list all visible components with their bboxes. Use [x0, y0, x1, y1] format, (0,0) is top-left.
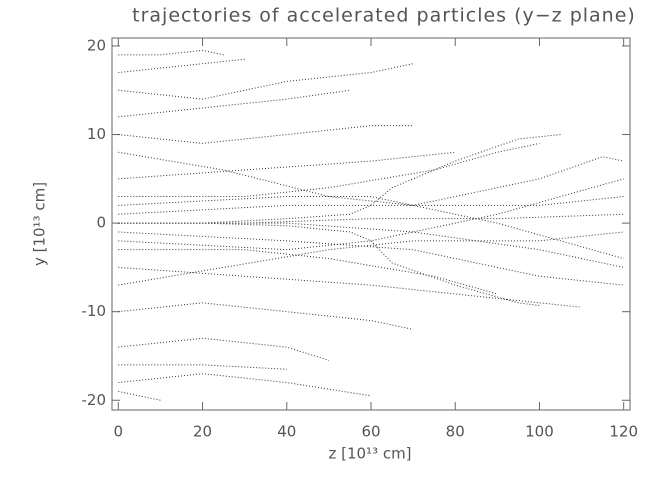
trajectory: [118, 337, 330, 361]
x-tick-label: 120: [609, 423, 638, 441]
trajectory: [118, 49, 224, 56]
trajectory: [118, 134, 561, 224]
trajectory: [118, 302, 414, 330]
trajectory: [118, 364, 287, 370]
trajectory: [118, 196, 624, 260]
x-tick-label: 20: [193, 423, 212, 441]
x-tick-label: 0: [114, 423, 124, 441]
trajectory: [118, 373, 372, 397]
y-tick-label: 10: [87, 125, 106, 143]
y-tick-label: 20: [87, 36, 106, 54]
trajectory: [118, 222, 540, 306]
x-axis-label: z [10¹³ cm]: [328, 445, 411, 463]
trajectory: [118, 231, 624, 286]
trajectory: [118, 151, 624, 206]
plot-frame: [111, 37, 631, 411]
trajectory: [118, 125, 414, 144]
trajectory: [118, 89, 351, 118]
x-tick-label: 60: [361, 423, 380, 441]
y-tick-label: -20: [82, 391, 107, 409]
x-tick-label: 100: [525, 423, 554, 441]
x-tick-label: 40: [277, 423, 296, 441]
trajectory: [118, 178, 624, 251]
y-axis-label: y [10¹³ cm]: [31, 182, 49, 266]
trajectory: [118, 390, 161, 401]
trajectory: [118, 213, 624, 224]
trajectory: [118, 231, 624, 286]
trajectory: [118, 63, 414, 100]
x-tick-label: 80: [446, 423, 465, 441]
trajectory: [118, 249, 498, 295]
trajectory: [118, 142, 540, 198]
y-tick-label: -10: [82, 302, 107, 320]
y-tick-label: 0: [96, 214, 106, 232]
trajectory: [118, 266, 582, 308]
trajectory: [118, 156, 624, 215]
trajectory: [118, 58, 245, 74]
trajectory: [118, 151, 456, 180]
chart-title: trajectories of accelerated particles (y…: [132, 5, 636, 27]
